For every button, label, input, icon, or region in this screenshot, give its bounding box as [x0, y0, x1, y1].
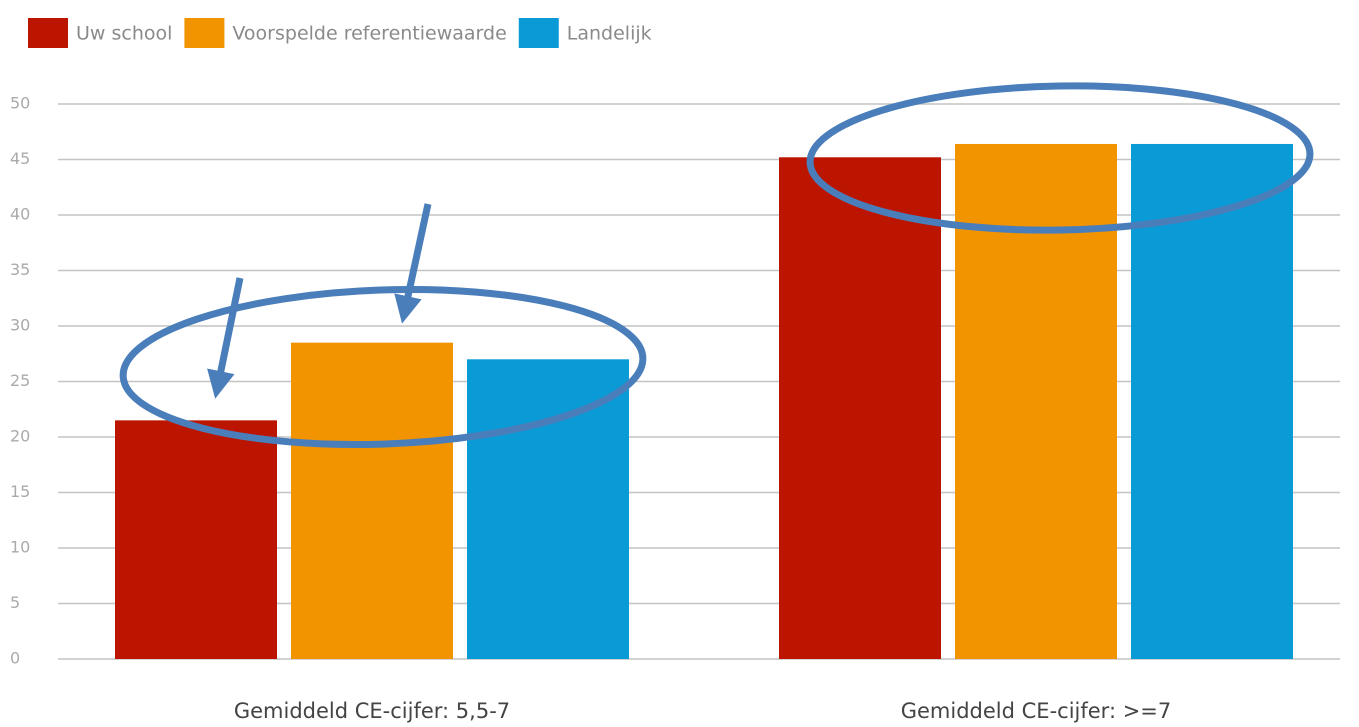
ellipse: [119, 286, 647, 448]
y-tick-label: 25: [10, 371, 30, 390]
x-tick-label: Gemiddeld CE-cijfer: 5,5-7: [234, 699, 510, 723]
y-tick-label: 0: [10, 649, 20, 668]
bar: [467, 359, 629, 659]
legend-swatch: [184, 18, 225, 48]
ellipse: [806, 82, 1314, 234]
legend-swatch: [28, 18, 68, 48]
legend-label: Uw school: [76, 23, 172, 45]
y-tick-label: 30: [10, 316, 30, 335]
legend-label: Voorspelde referentiewaarde: [232, 23, 506, 45]
annotations: [119, 82, 1314, 448]
bar: [779, 157, 941, 659]
y-tick-label: 15: [10, 482, 30, 501]
arrow: [394, 203, 432, 324]
y-tick-label: 20: [10, 427, 30, 446]
y-tick-label: 35: [10, 260, 30, 279]
y-tick-label: 40: [10, 205, 30, 224]
x-tick-label: Gemiddeld CE-cijfer: >=7: [901, 699, 1172, 723]
legend-swatch: [518, 18, 559, 48]
bar: [1131, 143, 1293, 659]
bar: [291, 342, 453, 659]
y-tick-label: 50: [10, 94, 30, 113]
y-tick-label: 45: [10, 149, 30, 168]
y-tick-label: 10: [10, 538, 30, 557]
bar: [955, 143, 1117, 659]
bar: [115, 420, 277, 659]
y-tick-label: 5: [10, 593, 20, 612]
legend-label: Landelijk: [567, 23, 652, 45]
arrow: [207, 277, 244, 399]
